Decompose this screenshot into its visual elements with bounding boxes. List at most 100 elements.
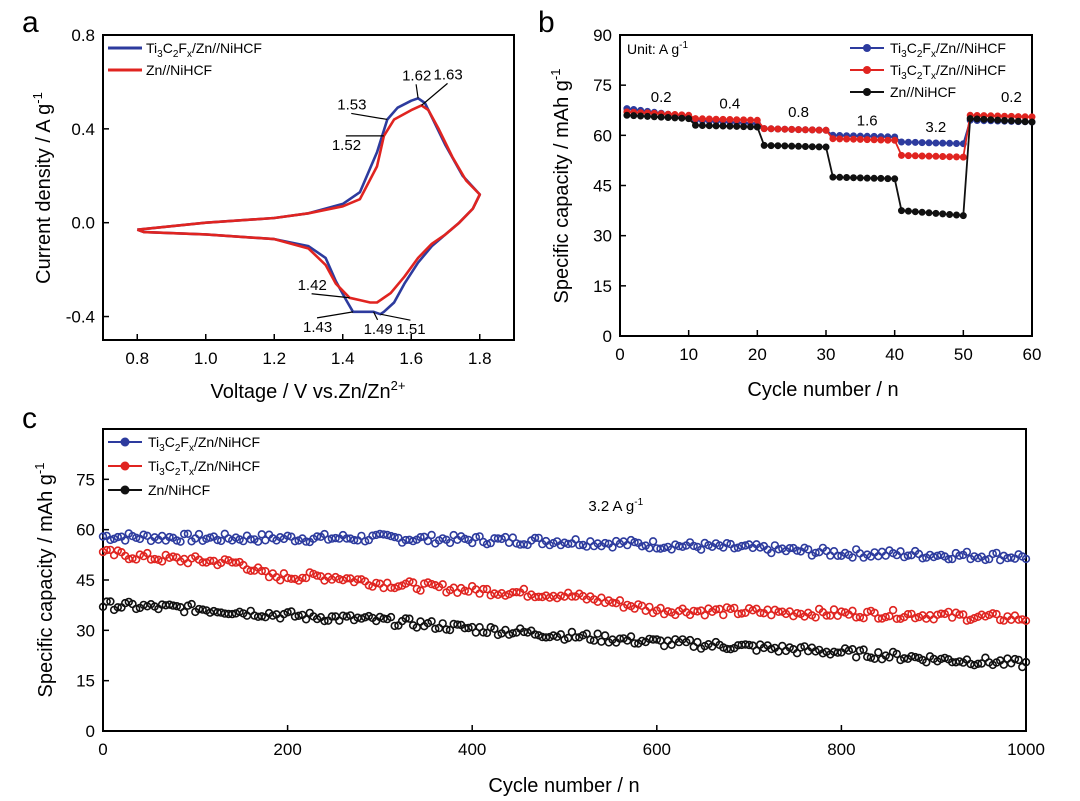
cycle-point (582, 629, 591, 638)
rate-point (712, 115, 720, 123)
cycle-point (113, 532, 123, 542)
cycle-point (368, 531, 377, 540)
legend-marker (120, 485, 130, 495)
y-axis-title-a: Current density / A g-1 (30, 92, 55, 284)
cycle-point (973, 553, 983, 563)
cycle-point (216, 536, 226, 546)
cycle-point (519, 584, 529, 594)
rate-label: 3.2 (925, 119, 946, 136)
rate-point (925, 209, 933, 217)
rate-point (691, 121, 699, 129)
cycle-point (287, 574, 296, 583)
cycle-point (855, 612, 865, 622)
cycle-point (663, 607, 673, 616)
rate-label: 1.6 (857, 112, 878, 129)
rate-point (904, 207, 912, 215)
y-axis-title-c: Specific capacity / mAh g-1 (32, 463, 57, 698)
rate-point (794, 126, 802, 134)
cycle-point (940, 653, 949, 663)
rate-point (946, 211, 954, 219)
x-tick-label-c: 200 (273, 740, 301, 759)
rate-point (753, 123, 761, 131)
cycle-point (165, 532, 174, 542)
cycle-point (372, 578, 381, 588)
rate-point (788, 142, 796, 150)
cycle-point (482, 539, 492, 549)
plot-frame-c (102, 428, 1027, 732)
y-tick-label-c: 15 (76, 672, 95, 691)
cycle-point (615, 634, 625, 643)
peak-arrow (415, 84, 419, 99)
cycle-point (910, 613, 920, 623)
cycle-point (202, 534, 211, 543)
cycle-point (98, 532, 108, 541)
y-tick-label-a: 0.8 (71, 26, 95, 45)
panel-b: b 0 10 20 30 40 50 60 0 15 30 45 60 75 90 0.2 0.4 0.8 1.… (538, 6, 1041, 401)
cycle-point (726, 604, 735, 614)
cycle-point (445, 538, 455, 548)
cycle-point (848, 644, 857, 654)
cycle-point (257, 566, 266, 576)
cycle-point (508, 629, 517, 638)
rate-label: 0.4 (719, 96, 740, 113)
rate-point (897, 151, 905, 159)
cycle-point (903, 551, 913, 560)
panel-letter-b: b (538, 6, 555, 39)
legend-label: Ti3C2Tx/Zn//NiHCF (890, 62, 1006, 82)
rate-point (671, 114, 679, 122)
cycle-point (504, 630, 514, 639)
cycle-point (132, 533, 141, 542)
x-tick-label-c: 400 (458, 740, 486, 759)
cycle-point (482, 584, 492, 594)
cycle-point (656, 544, 665, 553)
cycle-point (324, 535, 333, 544)
cycle-point (922, 658, 931, 667)
cycle-point (508, 533, 517, 542)
cycle-point (851, 653, 861, 662)
cycle-point (918, 554, 927, 563)
cycle-point (999, 660, 1008, 669)
cycle-point (180, 607, 189, 617)
y-tick-label-b: 30 (593, 227, 612, 246)
peak-arrow (316, 311, 354, 319)
cycle-point (246, 566, 255, 575)
rate-point (870, 174, 878, 182)
cycle-point (423, 536, 433, 546)
rate-point (685, 115, 693, 123)
cycle-point (848, 606, 857, 615)
cycle-point (848, 553, 857, 562)
cycle-point (726, 644, 735, 654)
cycle-point (1010, 654, 1020, 664)
cycle-point (180, 529, 189, 539)
y-tick-label-c: 60 (76, 521, 95, 540)
rate-point (1021, 118, 1029, 126)
cycle-point (168, 601, 178, 610)
cycle-point (992, 548, 1001, 558)
panel-letter-c: c (22, 402, 37, 435)
cycle-point (752, 646, 761, 655)
peak-label: 1.43 (303, 319, 332, 336)
rate-point (849, 174, 857, 182)
cycle-point (408, 536, 418, 546)
cycle-point (401, 614, 410, 623)
rate-point (781, 125, 789, 133)
cycle-series-0 (98, 529, 1031, 565)
cycle-point (645, 602, 654, 612)
cycle-point (970, 613, 979, 623)
y-tick-label-c: 45 (76, 571, 95, 590)
cycle-point (349, 535, 359, 545)
y-tick-label-b: 45 (593, 177, 612, 196)
rate-point (884, 136, 892, 144)
cycle-point (357, 614, 366, 623)
rate-point (767, 125, 775, 133)
unit-label-b: Unit: A g-1 (627, 40, 688, 57)
cycle-point (888, 605, 898, 615)
rate-point (657, 113, 665, 121)
panel-c: c 0 200 400 600 800 1000 0 15 30 45 60 75 3.2 A g-1… (22, 402, 1045, 797)
cycle-point (796, 643, 805, 652)
cycle-point (460, 534, 469, 543)
rate-point (829, 135, 837, 143)
rate-point (932, 152, 940, 160)
cycle-point (416, 586, 425, 595)
